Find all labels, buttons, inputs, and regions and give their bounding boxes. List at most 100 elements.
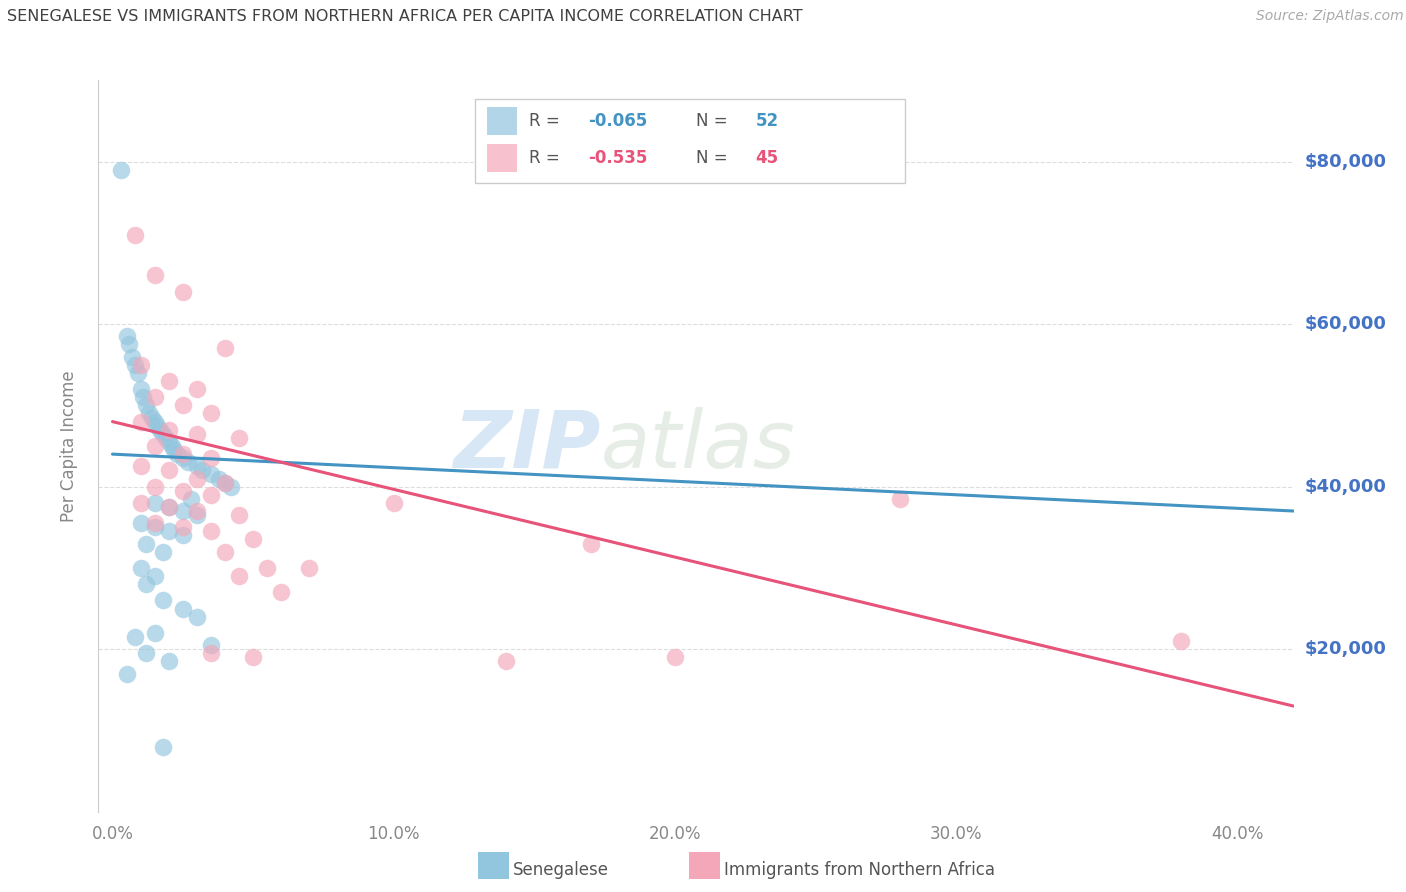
Point: [124, 358, 146, 372]
Point: [132, 390, 155, 404]
Point: [186, 504, 208, 518]
Point: [143, 390, 166, 404]
Point: [200, 488, 222, 502]
Point: [242, 650, 264, 665]
Text: N =: N =: [696, 112, 733, 130]
Text: N =: N =: [696, 149, 733, 167]
Point: [157, 423, 180, 437]
Text: Immigrants from Northern Africa: Immigrants from Northern Africa: [724, 861, 995, 879]
Point: [191, 463, 214, 477]
Point: [152, 544, 174, 558]
Point: [172, 504, 194, 518]
Point: [200, 524, 222, 539]
Point: [177, 455, 200, 469]
Text: 45: 45: [756, 149, 779, 167]
Point: [129, 496, 152, 510]
Point: [579, 536, 602, 550]
Point: [172, 451, 194, 466]
Point: [172, 520, 194, 534]
Point: [124, 227, 146, 242]
Point: [152, 426, 174, 441]
Point: [129, 382, 152, 396]
Text: 52: 52: [756, 112, 779, 130]
Point: [889, 491, 911, 506]
Point: [149, 423, 172, 437]
Point: [143, 415, 166, 429]
Point: [256, 561, 278, 575]
Point: [157, 500, 180, 514]
Point: [186, 459, 208, 474]
Y-axis label: Per Capita Income: Per Capita Income: [59, 370, 77, 522]
Text: ZIP: ZIP: [453, 407, 600, 485]
Point: [157, 374, 180, 388]
Point: [228, 569, 250, 583]
Text: atlas: atlas: [600, 407, 796, 485]
Point: [172, 285, 194, 299]
Point: [157, 463, 180, 477]
Point: [138, 407, 160, 421]
Point: [270, 585, 292, 599]
Point: [166, 447, 188, 461]
Point: [200, 407, 222, 421]
Point: [143, 480, 166, 494]
Point: [228, 431, 250, 445]
Point: [214, 475, 236, 490]
Point: [135, 577, 157, 591]
Point: [152, 739, 174, 754]
Point: [129, 561, 152, 575]
Point: [157, 524, 180, 539]
Point: [115, 666, 138, 681]
Point: [186, 508, 208, 522]
Text: SENEGALESE VS IMMIGRANTS FROM NORTHERN AFRICA PER CAPITA INCOME CORRELATION CHAR: SENEGALESE VS IMMIGRANTS FROM NORTHERN A…: [7, 9, 803, 24]
Point: [200, 451, 222, 466]
Point: [219, 480, 242, 494]
Point: [200, 467, 222, 482]
FancyBboxPatch shape: [486, 144, 517, 171]
Point: [186, 382, 208, 396]
Point: [382, 496, 405, 510]
Point: [163, 443, 186, 458]
Point: [143, 569, 166, 583]
Point: [172, 398, 194, 412]
Point: [110, 162, 132, 177]
Point: [129, 459, 152, 474]
Point: [121, 350, 143, 364]
Point: [143, 520, 166, 534]
Point: [200, 638, 222, 652]
Text: $40,000: $40,000: [1305, 477, 1386, 496]
Point: [141, 410, 163, 425]
Point: [129, 516, 152, 531]
Point: [143, 516, 166, 531]
Point: [129, 358, 152, 372]
FancyBboxPatch shape: [475, 99, 905, 183]
Point: [124, 630, 146, 644]
Text: -0.065: -0.065: [589, 112, 648, 130]
Point: [152, 593, 174, 607]
Text: -0.535: -0.535: [589, 149, 648, 167]
Point: [228, 508, 250, 522]
Text: Senegalese: Senegalese: [513, 861, 609, 879]
Point: [143, 268, 166, 283]
Point: [242, 533, 264, 547]
Point: [172, 601, 194, 615]
Point: [495, 654, 517, 668]
FancyBboxPatch shape: [486, 107, 517, 136]
Text: Source: ZipAtlas.com: Source: ZipAtlas.com: [1256, 9, 1403, 23]
Point: [172, 483, 194, 498]
Point: [214, 475, 236, 490]
Point: [115, 329, 138, 343]
Point: [186, 609, 208, 624]
Point: [200, 646, 222, 660]
Point: [135, 536, 157, 550]
Point: [155, 431, 177, 445]
Point: [160, 439, 183, 453]
Point: [157, 500, 180, 514]
Text: $60,000: $60,000: [1305, 315, 1386, 333]
Point: [172, 447, 194, 461]
Point: [146, 418, 169, 433]
Point: [129, 415, 152, 429]
Point: [118, 337, 141, 351]
Point: [127, 366, 149, 380]
Point: [214, 544, 236, 558]
Point: [143, 496, 166, 510]
